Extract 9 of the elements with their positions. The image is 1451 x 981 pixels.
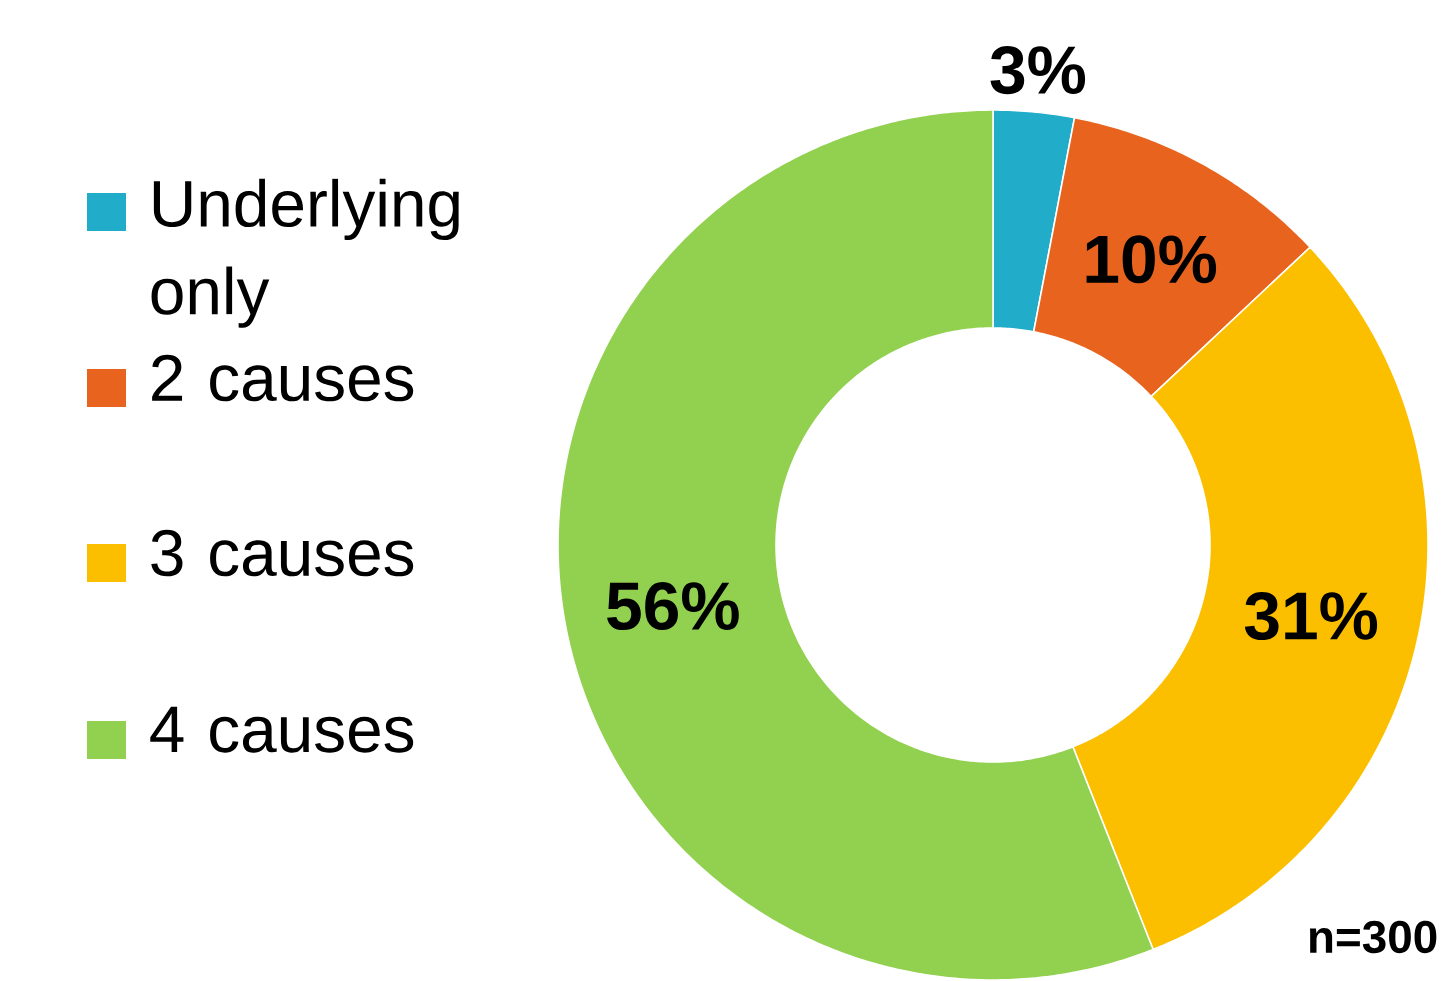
data-label: 31% — [1244, 592, 1378, 641]
legend-label: 3 causes — [151, 529, 414, 577]
legend-label: 4 causes — [150, 706, 414, 753]
legend-label: 2 causes — [152, 354, 414, 402]
data-label: 3% — [990, 46, 1086, 95]
data-label: 10% — [1086, 235, 1217, 284]
data-label: 56% — [607, 582, 739, 631]
legend-label: Underlying only — [151, 178, 459, 328]
text: n=300 — [1309, 920, 1437, 954]
